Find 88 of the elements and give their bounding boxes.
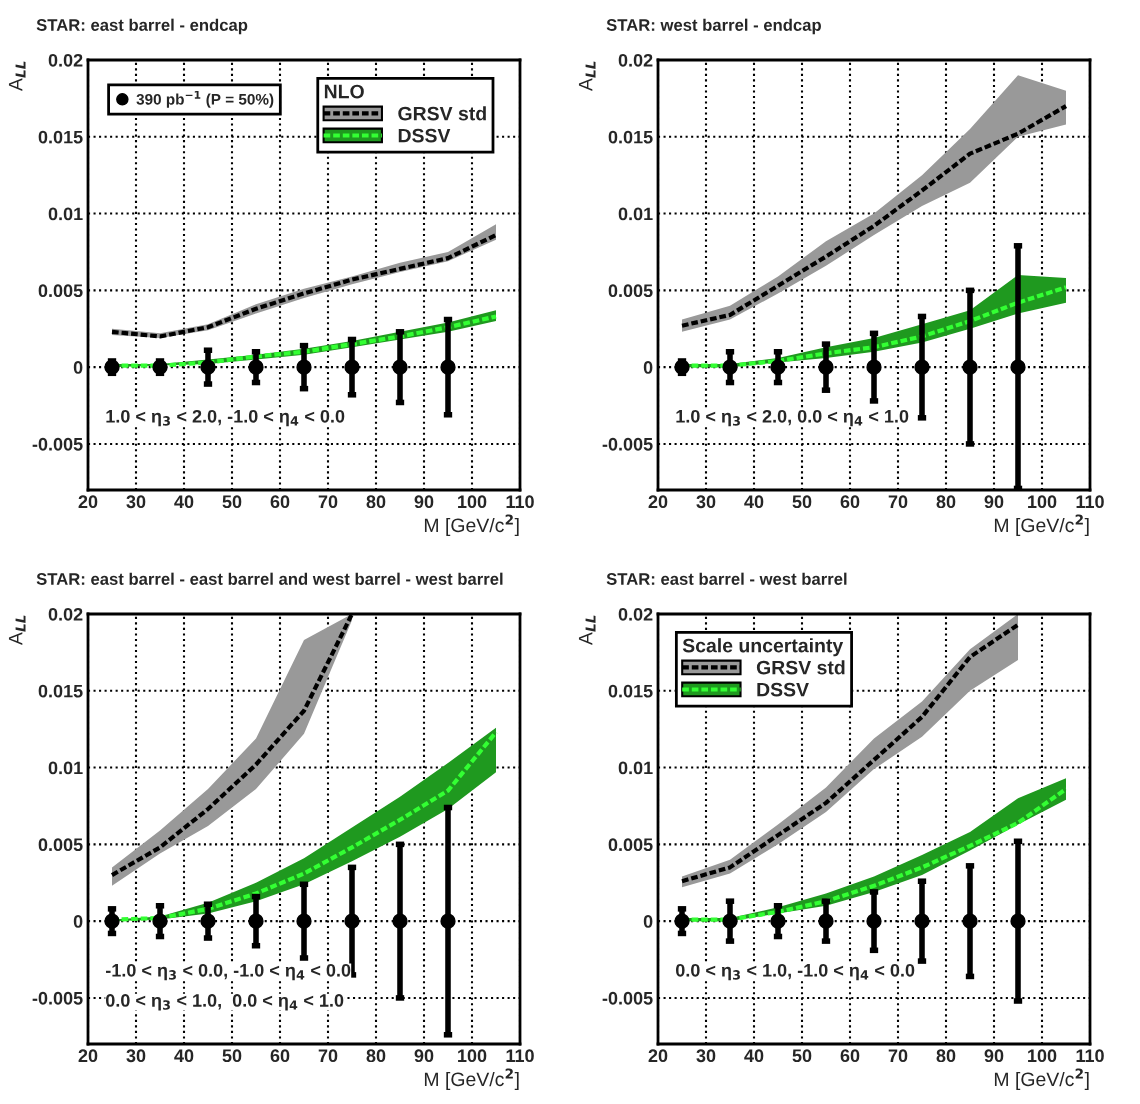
y-tick-label: 0.005 bbox=[38, 838, 83, 852]
y-axis-title: A$_{LL}$ bbox=[8, 615, 26, 646]
y-tick-label: 0 bbox=[643, 361, 653, 374]
x-tick-label: 60 bbox=[840, 495, 860, 509]
y-tick-label: -0.005 bbox=[32, 991, 83, 1005]
y-tick-label: 0.01 bbox=[48, 207, 83, 221]
x-tick-label: 70 bbox=[888, 1049, 908, 1063]
x-tick-label: 40 bbox=[744, 495, 764, 509]
legend-label: DSSV bbox=[757, 682, 809, 697]
y-tick-label: 0.02 bbox=[618, 53, 653, 67]
chart-title: STAR: east barrel - endcap bbox=[36, 18, 248, 35]
legend-title: Scale uncertainty bbox=[682, 638, 844, 657]
legend-title: NLO bbox=[324, 84, 364, 99]
annotation: 1.0 < η$_{3}$ < 2.0, 0.0 < η$_{4}$ < 1.0 bbox=[676, 409, 909, 427]
x-tick-label: 40 bbox=[744, 1049, 764, 1063]
x-tick-label: 60 bbox=[270, 495, 290, 509]
x-tick-label: 20 bbox=[78, 1049, 98, 1063]
x-tick-label: 110 bbox=[1076, 1049, 1104, 1063]
y-tick-label: -0.005 bbox=[602, 991, 653, 1005]
x-tick-label: 30 bbox=[126, 495, 146, 509]
x-tick-label: 70 bbox=[318, 1049, 338, 1063]
x-tick-label: 100 bbox=[458, 1049, 487, 1063]
y-tick-label: 0.02 bbox=[48, 53, 83, 67]
x-tick-label: 80 bbox=[366, 1049, 386, 1063]
x-tick-label: 90 bbox=[414, 1049, 434, 1063]
x-tick-label: 20 bbox=[78, 495, 98, 509]
y-tick-label: -0.005 bbox=[32, 437, 83, 451]
annotation: 0.0 < η$_{3}$ < 1.0, -1.0 < η$_{4}$ < 0.0 bbox=[675, 963, 915, 981]
x-tick-label: 70 bbox=[318, 495, 338, 509]
y-tick-label: 0.005 bbox=[38, 284, 83, 298]
y-tick-label: 0 bbox=[73, 915, 83, 928]
y-axis-title: A$_{LL}$ bbox=[578, 615, 596, 646]
x-tick-label: 70 bbox=[888, 495, 908, 509]
x-tick-label: 90 bbox=[984, 1049, 1004, 1063]
y-tick-label: -0.005 bbox=[602, 437, 653, 451]
annotation: -1.0 < η$_{3}$ < 0.0, -1.0 < η$_{4}$ < 0.0 bbox=[105, 963, 351, 981]
x-tick-label: 30 bbox=[696, 1049, 716, 1063]
x-tick-label: 40 bbox=[174, 1049, 194, 1063]
y-tick-label: 0.015 bbox=[608, 684, 653, 698]
y-tick-label: 0.005 bbox=[608, 284, 653, 298]
chart-title: STAR: east barrel - east barrel and west barrel - west barrel bbox=[36, 572, 503, 585]
y-tick-label: 0.01 bbox=[618, 761, 653, 775]
x-tick-label: 50 bbox=[222, 1049, 242, 1063]
y-tick-label: 0 bbox=[643, 915, 653, 928]
x-tick-label: 20 bbox=[648, 495, 668, 509]
y-tick-label: 0.02 bbox=[618, 607, 653, 621]
y-tick-label: 0.02 bbox=[48, 607, 83, 621]
x-axis-title: M [GeV/c$^{2}$] bbox=[424, 1068, 519, 1091]
chart-title: STAR: east barrel - west barrel bbox=[606, 572, 847, 585]
x-tick-label: 40 bbox=[174, 495, 194, 509]
y-axis-title: A$_{LL}$ bbox=[578, 61, 596, 92]
x-tick-label: 100 bbox=[458, 495, 487, 509]
x-tick-label: 20 bbox=[648, 1049, 668, 1063]
legend-label: GRSV std bbox=[756, 660, 845, 675]
y-tick-label: 0.005 bbox=[608, 838, 653, 852]
x-axis-title: M [GeV/c$^{2}$] bbox=[424, 514, 519, 537]
x-tick-label: 50 bbox=[792, 495, 812, 509]
x-tick-label: 60 bbox=[270, 1049, 290, 1063]
x-tick-label: 30 bbox=[126, 1049, 146, 1063]
x-tick-label: 100 bbox=[1028, 495, 1057, 509]
legend-label: GRSV std bbox=[398, 106, 486, 121]
x-tick-label: 100 bbox=[1028, 1049, 1057, 1063]
x-tick-label: 110 bbox=[506, 495, 534, 509]
y-tick-label: 0.015 bbox=[608, 130, 653, 144]
x-tick-label: 110 bbox=[506, 1049, 534, 1063]
x-tick-label: 80 bbox=[936, 495, 956, 509]
x-tick-label: 50 bbox=[222, 495, 242, 509]
x-axis-title: M [GeV/c$^{2}$] bbox=[994, 514, 1089, 537]
x-tick-label: 60 bbox=[840, 1049, 860, 1063]
chart-title: STAR: west barrel - endcap bbox=[606, 18, 821, 35]
x-tick-label: 110 bbox=[1076, 495, 1104, 509]
annotation: 1.0 < η$_{3}$ < 2.0, -1.0 < η$_{4}$ < 0.0 bbox=[106, 409, 345, 427]
y-tick-label: 0.01 bbox=[48, 761, 83, 775]
y-axis-title: A$_{LL}$ bbox=[8, 61, 26, 92]
x-tick-label: 30 bbox=[696, 495, 716, 509]
x-tick-label: 90 bbox=[414, 495, 434, 509]
y-tick-label: 0.01 bbox=[618, 207, 653, 221]
annotation: 0.0 < η$_{3}$ < 1.0, 0.0 < η$_{4}$ < 1.0 bbox=[105, 994, 344, 1011]
y-tick-label: 0.015 bbox=[38, 684, 83, 698]
y-tick-label: 0.015 bbox=[38, 130, 83, 144]
legend-label: 390 pb$^{−1}$ (P = 50%) bbox=[136, 90, 274, 108]
x-axis-title: M [GeV/c$^{2}$] bbox=[994, 1068, 1089, 1091]
y-tick-label: 0 bbox=[73, 361, 83, 374]
x-tick-label: 90 bbox=[984, 495, 1004, 509]
x-tick-label: 80 bbox=[936, 1049, 956, 1063]
x-tick-label: 50 bbox=[792, 1049, 812, 1063]
legend-label: DSSV bbox=[398, 128, 451, 143]
x-tick-label: 80 bbox=[366, 495, 386, 509]
